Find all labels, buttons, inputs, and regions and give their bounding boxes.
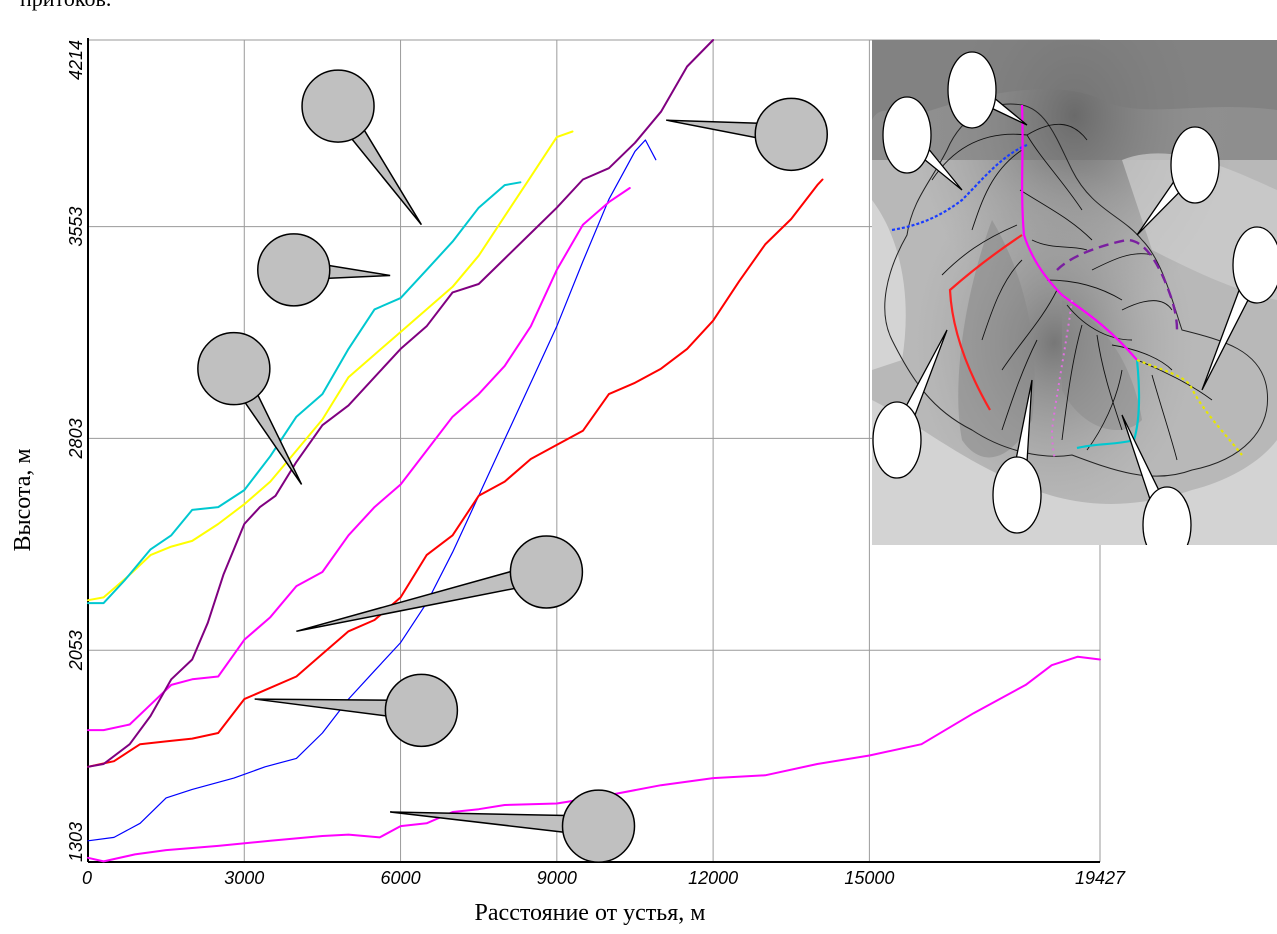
y-tick-label: 4214 — [66, 40, 86, 80]
map-callout-lower-middle — [992, 379, 1042, 534]
series-line — [87, 39, 715, 768]
map-callout-upper-left — [882, 96, 963, 191]
series-line — [87, 130, 574, 602]
callout-bubble — [257, 233, 331, 307]
callout-bubble — [509, 535, 584, 609]
y-axis-label: Высота, м — [10, 448, 36, 551]
chart-series-layer — [87, 39, 1101, 863]
x-tick-label: 12000 — [688, 868, 738, 888]
callout-red — [296, 535, 584, 633]
series-line — [87, 187, 631, 732]
callout-bubble — [561, 789, 636, 863]
map-callout-right — [1201, 226, 1277, 391]
callout-bubble — [197, 331, 271, 406]
callout-blue — [254, 673, 459, 748]
callout-bubble — [384, 673, 459, 748]
series-line — [87, 139, 657, 842]
map-callouts-layer — [872, 51, 1277, 545]
chart-callouts-layer — [197, 69, 828, 863]
callout-cyan — [257, 233, 391, 307]
series-line — [87, 178, 824, 768]
y-tick-label: 2803 — [66, 418, 86, 459]
x-tick-label: 6000 — [381, 868, 421, 888]
x-tick-label: 19427 — [1075, 868, 1126, 888]
y-tick-label: 3553 — [66, 207, 86, 247]
x-axis-label: Расстояние от устья, м — [475, 900, 706, 926]
map-callout-lower-left — [872, 329, 948, 479]
map-callout-bubble — [947, 51, 997, 129]
y-tick-label: 2053 — [66, 630, 86, 671]
x-tick-label: 9000 — [537, 868, 577, 888]
top-text-fragment: притоков. — [20, 0, 111, 12]
callout-bottom — [390, 789, 636, 863]
map-callout-right-upper — [1136, 126, 1220, 236]
x-tick-label: 15000 — [844, 868, 894, 888]
map-callout-top — [947, 51, 1028, 129]
callout-top-left-mid — [301, 69, 423, 226]
callout-bubble — [301, 69, 375, 143]
callout-upper-right — [666, 97, 828, 172]
inset-elevation-map — [872, 40, 1277, 545]
map-callout-bubble — [1170, 126, 1220, 204]
map-callout-bubble — [872, 401, 922, 479]
series-line — [87, 655, 1101, 863]
x-tick-label: 3000 — [224, 868, 264, 888]
map-callout-bubble — [992, 456, 1042, 534]
y-tick-label: 1303 — [66, 822, 86, 862]
callout-left — [197, 331, 303, 485]
x-tick-label: 0 — [82, 868, 92, 888]
series-line — [87, 181, 522, 605]
map-callout-bubble — [1232, 226, 1277, 304]
map-callout-bubble — [1142, 486, 1192, 545]
map-callout-lower-right — [1121, 414, 1192, 545]
callout-bubble — [754, 97, 828, 172]
map-callout-bubble — [882, 96, 932, 174]
